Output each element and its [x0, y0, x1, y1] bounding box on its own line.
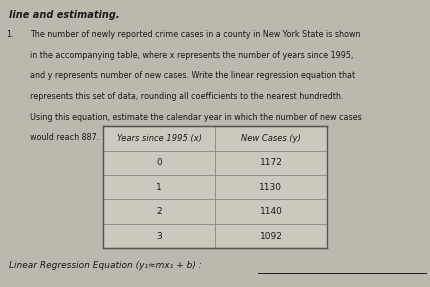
- Text: 1140: 1140: [259, 207, 283, 216]
- Text: 2: 2: [156, 207, 162, 216]
- Text: 1: 1: [156, 183, 162, 192]
- Text: 0: 0: [156, 158, 162, 167]
- Text: Years since 1995 (x): Years since 1995 (x): [117, 134, 202, 143]
- Text: line and estimating.: line and estimating.: [9, 10, 119, 20]
- Text: The number of newly reported crime cases in a county in New York State is shown: The number of newly reported crime cases…: [30, 30, 361, 39]
- Text: Using this equation, estimate the calendar year in which the number of new cases: Using this equation, estimate the calend…: [30, 113, 362, 122]
- Text: and y represents number of new cases. Write the linear regression equation that: and y represents number of new cases. Wr…: [30, 71, 355, 80]
- Text: 3: 3: [156, 232, 162, 241]
- Text: would reach 887.: would reach 887.: [30, 133, 99, 142]
- Bar: [103, 126, 327, 248]
- Text: 1172: 1172: [259, 158, 283, 167]
- Text: 1.: 1.: [6, 30, 14, 39]
- Text: 1130: 1130: [259, 183, 283, 192]
- Text: Linear Regression Equation (y₁≈mx₁ + b) :: Linear Regression Equation (y₁≈mx₁ + b) …: [9, 261, 204, 270]
- Text: New Cases (y): New Cases (y): [241, 134, 301, 143]
- Text: 1092: 1092: [259, 232, 283, 241]
- Text: in the accompanying table, where x represents the number of years since 1995,: in the accompanying table, where x repre…: [30, 51, 353, 60]
- Text: represents this set of data, rounding all coefficients to the nearest hundredth.: represents this set of data, rounding al…: [30, 92, 344, 101]
